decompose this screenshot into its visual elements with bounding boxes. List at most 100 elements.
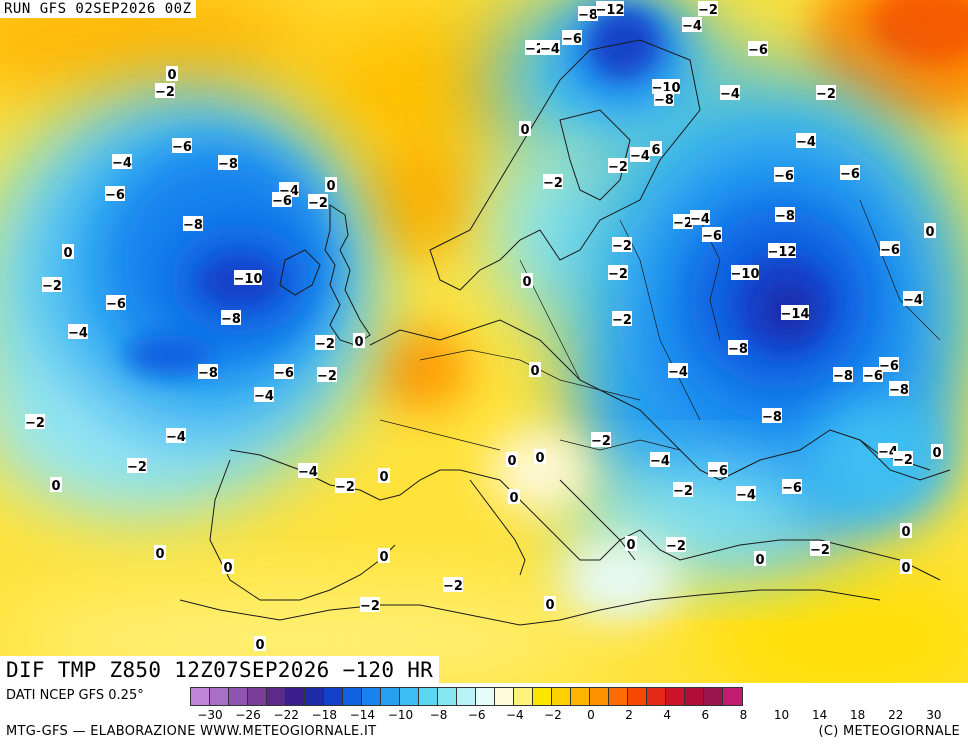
svg-text:0: 0	[507, 454, 516, 469]
svg-text:−2: −2	[698, 3, 718, 18]
contour-label: 0	[254, 636, 266, 653]
credits-left: MTG-GFS — ELABORAZIONE WWW.METEOGIORNALE…	[6, 724, 377, 739]
svg-text:−2: −2	[335, 480, 355, 495]
contour-label: −8	[728, 340, 748, 357]
footer-panel: DATI NCEP GFS 0.25° −30 −26 −22 −18 −14 −10 −8…	[0, 684, 968, 745]
svg-text:−4: −4	[630, 149, 650, 164]
color-swatch	[324, 688, 343, 705]
contour-label: 0	[521, 273, 533, 290]
contour-label: −2	[608, 265, 628, 282]
scale-tick-label: −6	[467, 708, 486, 722]
coastlines	[179, 39, 951, 626]
contour-label: −4	[540, 40, 560, 57]
contour-label: −6	[863, 367, 883, 384]
contour-label: −2	[25, 414, 45, 431]
contour-label: −4	[682, 17, 702, 34]
color-swatch	[476, 688, 495, 705]
color-swatch	[723, 688, 742, 705]
contour-label: −2	[612, 237, 632, 254]
contour-label: −2	[127, 458, 147, 475]
contour-label: 0	[625, 536, 637, 553]
scale-tick-label: −4	[505, 708, 524, 722]
contour-label: −2	[317, 367, 337, 384]
color-swatch	[210, 688, 229, 705]
svg-text:−6: −6	[172, 140, 192, 155]
field-title: DIF TMP Z850 12Z07SEP2026 −120 HR	[0, 656, 440, 684]
contour-label: −2	[612, 311, 632, 328]
color-swatch	[419, 688, 438, 705]
contour-label: 0	[508, 489, 520, 506]
color-swatch	[248, 688, 267, 705]
scale-tick-label: −26	[235, 708, 261, 722]
svg-text:−2: −2	[612, 239, 632, 254]
contour-label: −6	[272, 192, 292, 209]
contour-label: 0	[378, 548, 390, 565]
svg-text:−4: −4	[166, 430, 186, 445]
contour-label: −8	[198, 364, 218, 381]
contour-label: 0	[353, 333, 365, 350]
contour-label: 0	[924, 223, 936, 240]
svg-text:0: 0	[255, 638, 264, 653]
contour-label: −4	[720, 85, 740, 102]
svg-text:0: 0	[167, 68, 176, 83]
svg-text:0: 0	[520, 123, 529, 138]
scale-tick-label: 4	[663, 708, 672, 722]
svg-text:−4: −4	[112, 156, 132, 171]
color-swatch	[457, 688, 476, 705]
contour-label: 0	[529, 362, 541, 379]
contour-label: −2	[543, 174, 563, 191]
svg-text:−8: −8	[198, 366, 218, 381]
svg-text:0: 0	[932, 446, 941, 461]
contour-label: −2	[673, 214, 693, 231]
svg-text:0: 0	[755, 553, 764, 568]
color-swatch	[267, 688, 286, 705]
contour-label: 0	[519, 121, 531, 138]
contour-label: −8	[578, 6, 598, 23]
svg-text:−4: −4	[254, 389, 274, 404]
color-swatch	[647, 688, 666, 705]
scale-tick-label: 2	[625, 708, 633, 722]
svg-text:−2: −2	[155, 85, 175, 100]
svg-text:−4: −4	[690, 212, 710, 227]
svg-text:−4: −4	[903, 293, 923, 308]
svg-text:0: 0	[379, 550, 388, 565]
svg-text:−2: −2	[893, 453, 913, 468]
contour-label: −8	[762, 408, 782, 425]
scale-tick-label: −10	[387, 708, 414, 722]
svg-text:0: 0	[326, 179, 335, 194]
svg-text:−6: −6	[774, 169, 794, 184]
contour-label: 0	[222, 559, 234, 576]
contour-label: 0	[506, 452, 518, 469]
contour-label: −2	[308, 194, 328, 211]
svg-text:−4: −4	[878, 445, 898, 460]
scale-tick-label: −18	[311, 708, 337, 722]
svg-text:−6: −6	[748, 43, 768, 58]
svg-text:−6: −6	[702, 229, 722, 244]
svg-text:0: 0	[155, 547, 164, 562]
contour-label: −6	[106, 295, 126, 312]
color-swatch	[400, 688, 419, 705]
color-swatch	[229, 688, 248, 705]
color-swatch	[628, 688, 647, 705]
svg-text:−12: −12	[768, 245, 797, 260]
contour-label: 0	[325, 177, 337, 194]
scale-tick-label: 22	[888, 708, 904, 722]
color-swatch	[590, 688, 609, 705]
color-swatch	[191, 688, 210, 705]
color-swatch	[381, 688, 400, 705]
svg-text:−2: −2	[360, 599, 380, 614]
svg-text:−6: −6	[879, 359, 899, 374]
svg-text:0: 0	[925, 225, 934, 240]
svg-text:0: 0	[509, 491, 518, 506]
contour-label: −8	[775, 207, 795, 224]
svg-text:−10: −10	[731, 267, 760, 282]
color-swatch	[495, 688, 514, 705]
svg-text:−6: −6	[106, 297, 126, 312]
svg-text:0: 0	[545, 598, 554, 613]
contour-label: 0	[900, 559, 912, 576]
scale-tick-label: 10	[773, 708, 790, 722]
scale-tick-label: 6	[701, 708, 710, 722]
svg-text:−2: −2	[608, 267, 628, 282]
svg-text:−2: −2	[42, 279, 62, 294]
svg-text:−6: −6	[840, 167, 860, 182]
